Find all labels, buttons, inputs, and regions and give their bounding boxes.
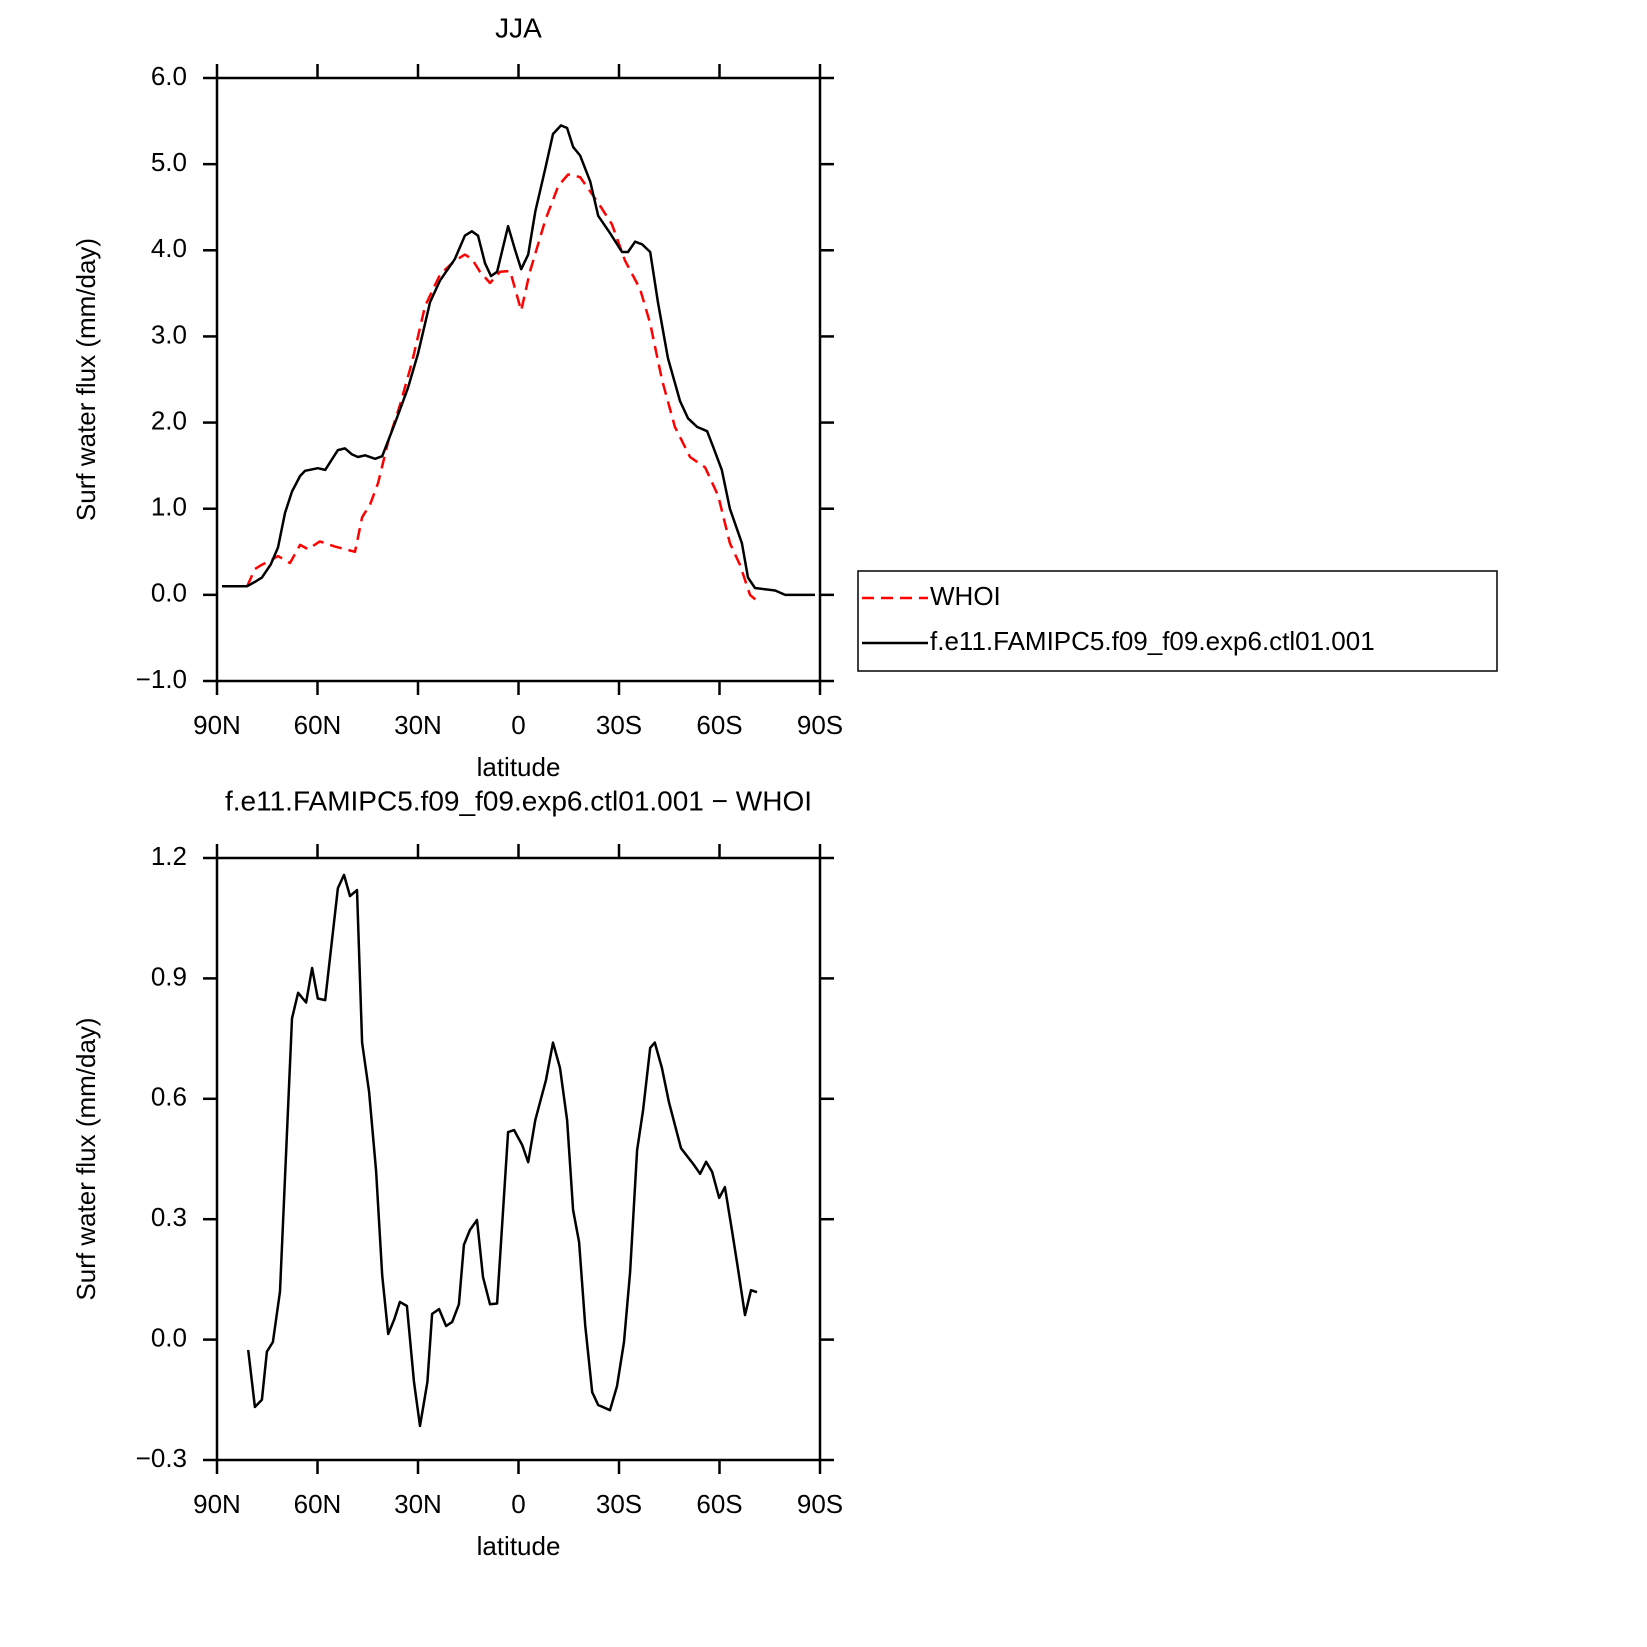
x-tick-label: 0: [511, 1489, 525, 1519]
x-tick-label: 60S: [696, 710, 742, 740]
y-tick-label: 1.0: [151, 492, 187, 522]
y-tick-label: 0.0: [151, 1322, 187, 1352]
x-tick-label: 30N: [394, 1489, 442, 1519]
x-tick-label: 30S: [596, 1489, 642, 1519]
y-tick-label: 0.3: [151, 1202, 187, 1232]
plot-frame: [215, 856, 822, 1462]
x-tick-label: 0: [511, 710, 525, 740]
x-tick-label: 60N: [294, 1489, 342, 1519]
y-tick-label: 5.0: [151, 147, 187, 177]
y-tick-label: 0.0: [151, 578, 187, 608]
x-tick-label: 30N: [394, 710, 442, 740]
y-tick-label: 0.9: [151, 961, 187, 991]
y-tick-label: 3.0: [151, 319, 187, 349]
y-tick-label: 2.0: [151, 405, 187, 435]
y-tick-label: −1.0: [136, 664, 187, 694]
y-tick-label: −0.3: [136, 1443, 187, 1473]
chart-title: f.e11.FAMIPC5.f09_f09.exp6.ctl01.001 − W…: [225, 785, 812, 816]
y-tick-label: 4.0: [151, 233, 187, 263]
y-tick-label: 1.2: [151, 841, 187, 871]
data-line: [222, 124, 815, 597]
y-tick-label: 0.6: [151, 1082, 187, 1112]
legend-label: WHOI: [930, 581, 1001, 611]
x-tick-label: 90S: [797, 1489, 843, 1519]
legend-label: f.e11.FAMIPC5.f09_f09.exp6.ctl01.001: [930, 626, 1375, 656]
x-tick-label: 60S: [696, 1489, 742, 1519]
x-axis-label: latitude: [477, 1531, 561, 1561]
chart-title: JJA: [495, 12, 542, 43]
data-line: [246, 873, 758, 1428]
x-tick-label: 90N: [193, 1489, 241, 1519]
data-line: [246, 173, 759, 603]
y-tick-label: 6.0: [151, 61, 187, 91]
legend-box: [857, 570, 1498, 672]
y-axis-label: Surf water flux (mm/day): [71, 238, 101, 521]
y-axis-label: Surf water flux (mm/day): [71, 1017, 101, 1300]
plot-frame: [215, 76, 822, 683]
x-tick-label: 90N: [193, 710, 241, 740]
x-tick-label: 30S: [596, 710, 642, 740]
x-axis-label: latitude: [477, 752, 561, 782]
x-tick-label: 90S: [797, 710, 843, 740]
x-tick-label: 60N: [294, 710, 342, 740]
